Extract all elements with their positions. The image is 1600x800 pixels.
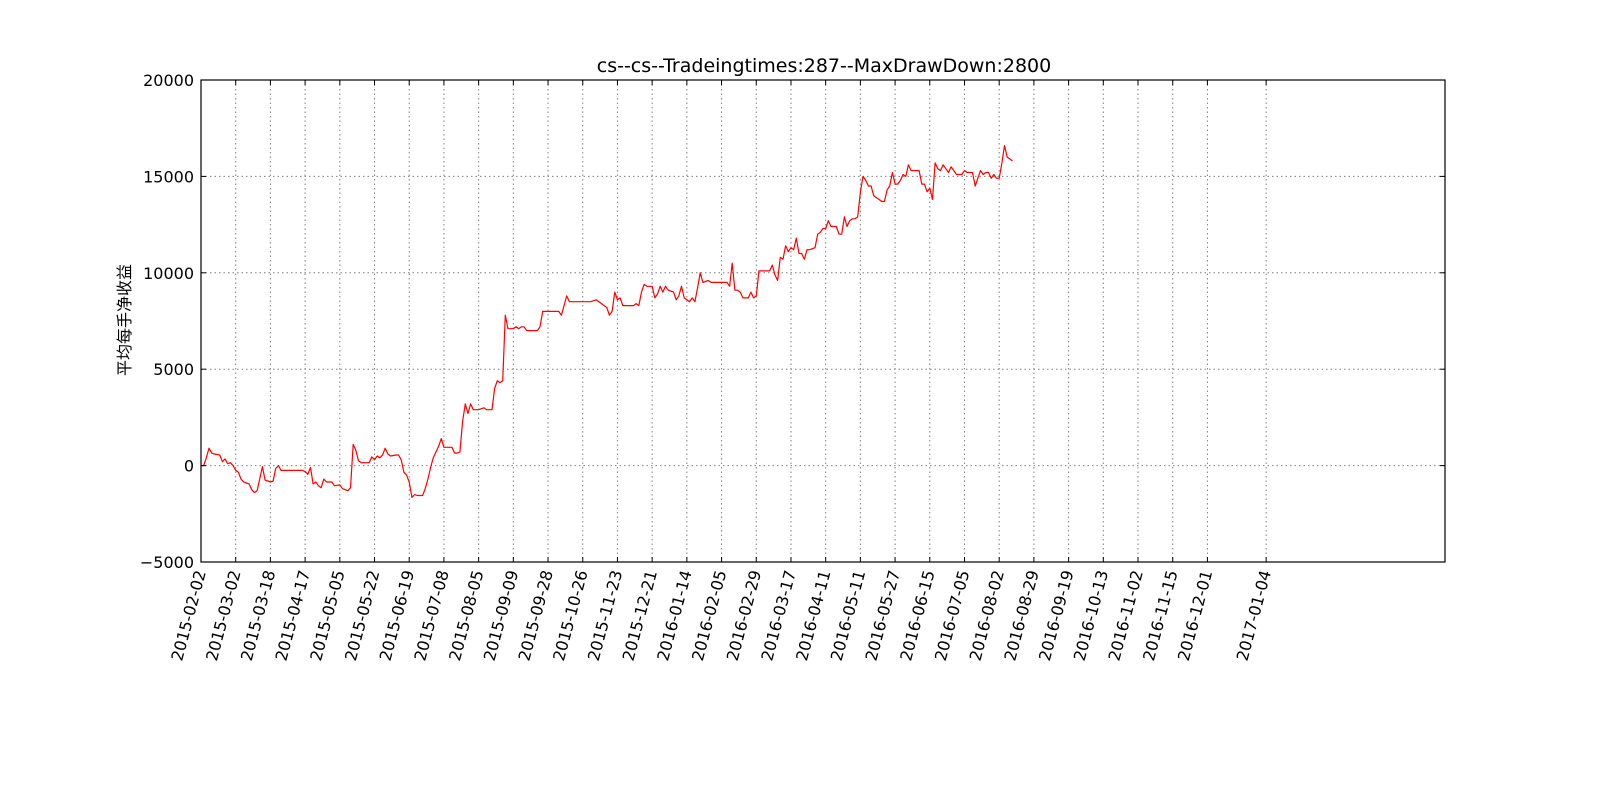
x-tick-label: 2016-05-11 <box>827 568 869 663</box>
y-tick-label: 15000 <box>143 167 194 186</box>
y-tick-label: 10000 <box>143 264 194 283</box>
x-tick-label: 2016-12-01 <box>1174 568 1216 663</box>
series-layer <box>201 145 1013 498</box>
x-tick-label: 2016-05-27 <box>862 568 904 663</box>
grid-lines <box>201 80 1445 562</box>
x-tick-label: 2015-09-09 <box>480 568 522 663</box>
y-tick-label: −5000 <box>140 553 194 572</box>
x-tick-label: 2016-01-14 <box>653 568 695 663</box>
y-tick-label: 5000 <box>153 360 194 379</box>
y-axis-ticks: −5000 0 5000 10000 15000 20000 <box>140 71 1445 572</box>
x-tick-label: 2015-04-17 <box>272 568 314 663</box>
plot-area-frame <box>200 79 1446 563</box>
x-tick-label: 2016-06-15 <box>896 568 938 663</box>
x-tick-label: 2015-08-05 <box>445 568 487 663</box>
x-tick-label: 2016-02-05 <box>688 568 730 663</box>
y-axis-label: 平均每手净收益 <box>115 264 134 376</box>
x-tick-label: 2015-03-18 <box>237 568 279 663</box>
x-tick-label: 2015-06-19 <box>376 568 418 663</box>
y-tick-label: 20000 <box>143 71 194 90</box>
x-tick-label: 2015-03-02 <box>202 568 244 663</box>
x-tick-label: 2016-07-05 <box>931 568 973 663</box>
x-tick-label: 2015-05-22 <box>341 568 383 663</box>
x-tick-label: 2016-08-02 <box>966 568 1008 663</box>
x-tick-label: 2016-09-19 <box>1035 568 1077 663</box>
x-tick-label: 2016-03-17 <box>757 568 799 663</box>
x-tick-label: 2016-10-13 <box>1070 568 1112 663</box>
y-tick-label: 0 <box>184 457 194 476</box>
x-tick-label: 2015-02-02 <box>167 568 209 663</box>
x-tick-label: 2016-02-29 <box>723 568 765 663</box>
series-line <box>201 145 1013 498</box>
x-tick-label: 2015-10-26 <box>549 568 591 663</box>
x-tick-label: 2015-07-08 <box>410 568 452 663</box>
x-axis-ticks: 2015-02-022015-03-022015-03-182015-04-17… <box>167 80 1275 663</box>
x-tick-label: 2017-01-04 <box>1233 568 1275 663</box>
x-tick-label: 2015-05-05 <box>306 568 348 663</box>
x-tick-label: 2016-04-11 <box>792 568 834 663</box>
x-tick-label: 2016-08-29 <box>1000 568 1042 663</box>
x-tick-label: 2015-11-23 <box>584 568 626 663</box>
x-tick-label: 2016-11-15 <box>1139 568 1181 663</box>
x-tick-label: 2016-11-02 <box>1104 568 1146 663</box>
x-tick-label: 2015-12-21 <box>619 568 661 663</box>
chart-title: cs--cs--Tradeingtimes:287--MaxDrawDown:2… <box>597 55 1051 77</box>
x-tick-label: 2015-09-28 <box>514 568 556 663</box>
